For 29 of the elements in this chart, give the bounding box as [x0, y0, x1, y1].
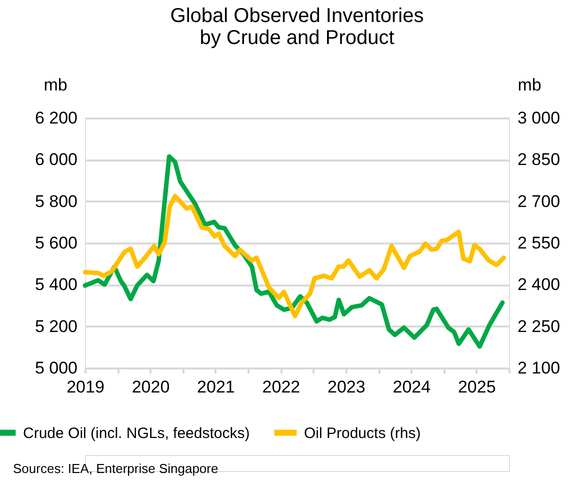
x-tick-label: 2020 — [132, 378, 170, 396]
x-tick-label: 2024 — [392, 378, 431, 396]
legend-label: Crude Oil (incl. NGLs, feedstocks) — [23, 424, 250, 442]
y2-tick-label: 3 000 — [518, 108, 560, 128]
line-series — [82, 154, 505, 349]
y2-tick-label: 2 550 — [518, 234, 560, 252]
y2-tick-label: 2 700 — [518, 192, 560, 211]
y-tick-label: 5 400 — [34, 275, 78, 294]
chart-title: Global Observed Inventories by Crude and Product — [170, 5, 424, 49]
x-tick-label: 2019 — [66, 378, 104, 396]
y-tick-label: 6 200 — [34, 108, 78, 128]
x-tick-label: 2023 — [328, 378, 366, 396]
y-tick-label: 5 600 — [34, 234, 78, 252]
x-tick-label: 2025 — [458, 378, 496, 396]
legend-label: Oil Products (rhs) — [304, 424, 421, 442]
y-tick-label: 5 200 — [34, 316, 78, 336]
x-tick-label: 2022 — [262, 378, 300, 396]
line-series — [82, 194, 506, 318]
y2-tick-label: 2 400 — [518, 275, 560, 294]
y-tick-label: 5 000 — [34, 358, 78, 378]
y-tick-label: 6 000 — [34, 150, 78, 170]
source-note: Sources: IEA, Enterprise Singapore — [13, 461, 218, 476]
y2-tick-label: 2 100 — [518, 358, 560, 378]
y2-tick-label: 2 850 — [518, 150, 560, 170]
x-tick-label: 2021 — [197, 378, 235, 396]
y2-tick-label: 2 250 — [518, 316, 560, 336]
y-axis-title: mb — [44, 76, 68, 94]
y-tick-label: 5 800 — [34, 192, 78, 211]
y2-axis-title: mb — [518, 76, 542, 94]
